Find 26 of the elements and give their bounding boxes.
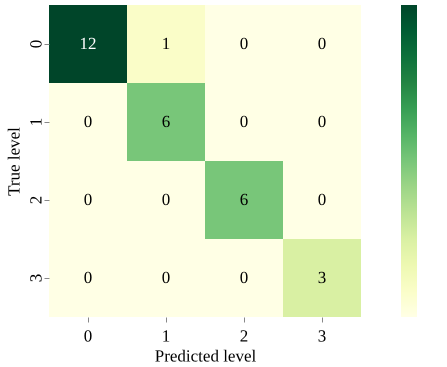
data-label: 1 <box>162 34 170 53</box>
data-label: 6 <box>240 190 248 209</box>
data-label: 6 <box>162 112 170 131</box>
y-tick-label: 2 <box>26 196 46 204</box>
x-axis-title: Predicted level <box>154 346 257 366</box>
data-label: 3 <box>318 268 326 287</box>
data-label: 0 <box>162 190 170 209</box>
x-tick-label: 0 <box>84 326 92 346</box>
x-tick-label: 2 <box>240 326 248 346</box>
y-tick-label: 1 <box>26 118 46 126</box>
data-label: 0 <box>318 112 326 131</box>
data-label: 0 <box>162 268 170 287</box>
y-tick-label: 3 <box>26 274 46 282</box>
x-tick-label: 1 <box>162 326 170 346</box>
data-label: 0 <box>84 190 92 209</box>
data-label: 0 <box>240 112 248 131</box>
data-label: 0 <box>240 34 248 53</box>
data-label: 12 <box>80 34 96 53</box>
x-tick-label: 3 <box>318 326 326 346</box>
y-axis-title: True level <box>4 126 24 196</box>
data-label: 0 <box>318 34 326 53</box>
data-label: 0 <box>84 268 92 287</box>
y-tick-label: 0 <box>26 40 46 48</box>
data-label: 0 <box>240 268 248 287</box>
data-label: 0 <box>318 190 326 209</box>
data-label: 0 <box>84 112 92 131</box>
